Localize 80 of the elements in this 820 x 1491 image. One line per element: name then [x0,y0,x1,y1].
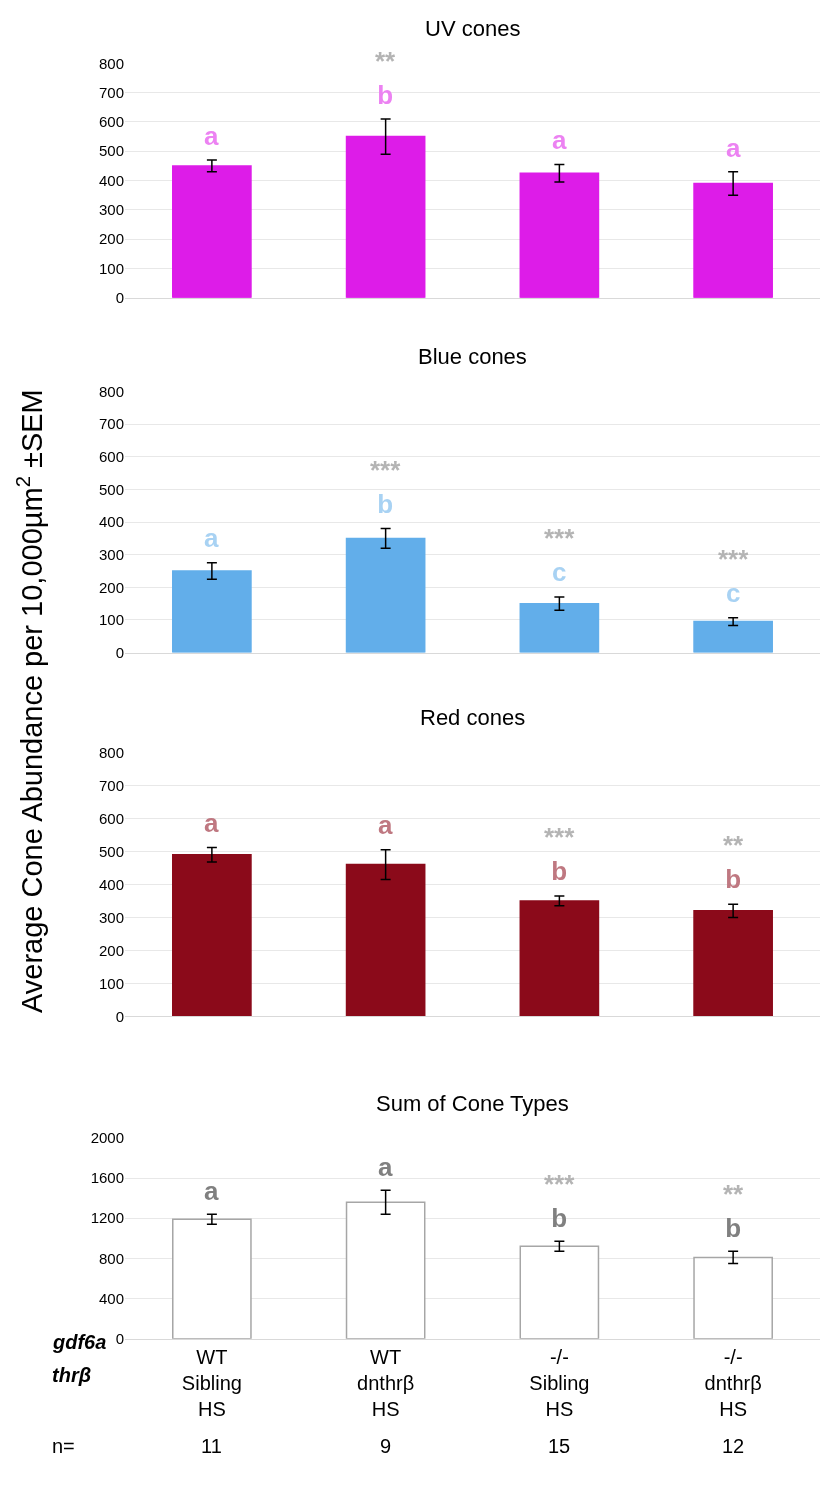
data-label: a [204,121,219,151]
y-tick-label: 400 [98,1289,124,1307]
data-label: a [204,1176,219,1206]
bar [519,1245,600,1339]
text: 9 [380,1435,392,1457]
y-tick-label: 400 [98,171,124,189]
y-tick-label: 600 [98,809,124,827]
y-tick-label: 0 [115,1007,124,1025]
y-tick-label: 800 [98,382,124,400]
data-label: a [378,810,393,840]
y-tick-label: 500 [98,142,124,160]
chart-title: Blue cones [418,344,527,369]
y-tick-label: 100 [98,611,124,629]
y-tick-label: 300 [98,908,124,926]
data-label: a [552,125,567,155]
y-tick-label: 300 [98,545,124,563]
data-label: a [378,1152,393,1182]
data-label: ** b [723,1179,745,1243]
y-tick-label: 600 [98,448,124,466]
data-label: a [204,808,219,838]
y-tick-label: 0 [115,643,124,661]
y-tick-label: 300 [98,201,124,219]
y-tick-label: 2000 [90,1129,124,1147]
data-label: *** b [370,455,402,519]
bar [345,863,426,1017]
bar [172,1218,252,1339]
data-label: *** b [544,1169,576,1233]
text: thrβ [52,1364,92,1386]
text: n= [52,1435,75,1457]
y-tick-label: 700 [98,776,124,794]
y-tick-label: 200 [98,941,124,959]
y-tick-label: 100 [98,259,124,277]
y-tick-label: 700 [98,83,124,101]
data-label: *** b [544,822,576,886]
bar [172,853,252,1017]
bar [172,165,252,298]
y-tick-label: 400 [98,513,124,531]
data-label: *** c [544,523,576,587]
x-tick-label: WT dnthrβ HS [357,1345,415,1420]
bar [519,172,600,298]
bar [693,910,773,1017]
bar [519,900,600,1017]
x-tick-label: -/- dnthrβ HS [704,1345,762,1420]
text: 11 [201,1435,222,1457]
chart-title: UV cones [425,16,521,41]
y-tick-label: 400 [98,875,124,893]
y-tick-label: 800 [98,54,124,72]
data-label: *** c [718,544,750,608]
x-tick-label: WT Sibling HS [181,1345,242,1420]
data-label: a [204,523,219,553]
y-tick-label: 200 [98,578,124,596]
chart-title: Red cones [420,705,526,730]
y-tick-label: 600 [98,113,124,131]
bar [693,182,773,298]
data-label: ** b [723,830,745,894]
text: 12 [722,1435,745,1457]
bar [693,1256,773,1339]
y-tick-label: 1600 [90,1169,124,1187]
bar [519,602,600,653]
text: 15 [548,1435,571,1457]
y-tick-label: 0 [115,1329,124,1347]
chart-title: Sum of Cone Types [376,1091,569,1116]
y-tick-label: 700 [98,415,124,433]
y-tick-label: 1200 [90,1209,124,1227]
data-label: a [726,133,741,163]
bar [345,135,426,298]
y-tick-label: 800 [98,743,124,761]
y-tick-label: 500 [98,842,124,860]
y-tick-label: 500 [98,480,124,498]
y-tick-label: 100 [98,974,124,992]
y-tick-label: 0 [115,288,124,306]
bar [172,570,252,653]
data-label: ** b [375,46,397,110]
bar [693,620,773,653]
x-tick-label: -/- Sibling HS [529,1345,590,1420]
y-tick-label: 200 [98,230,124,248]
bar [345,537,426,653]
bar [345,1201,426,1339]
text: gdf6a [52,1331,107,1353]
y-tick-label: 800 [98,1249,124,1267]
